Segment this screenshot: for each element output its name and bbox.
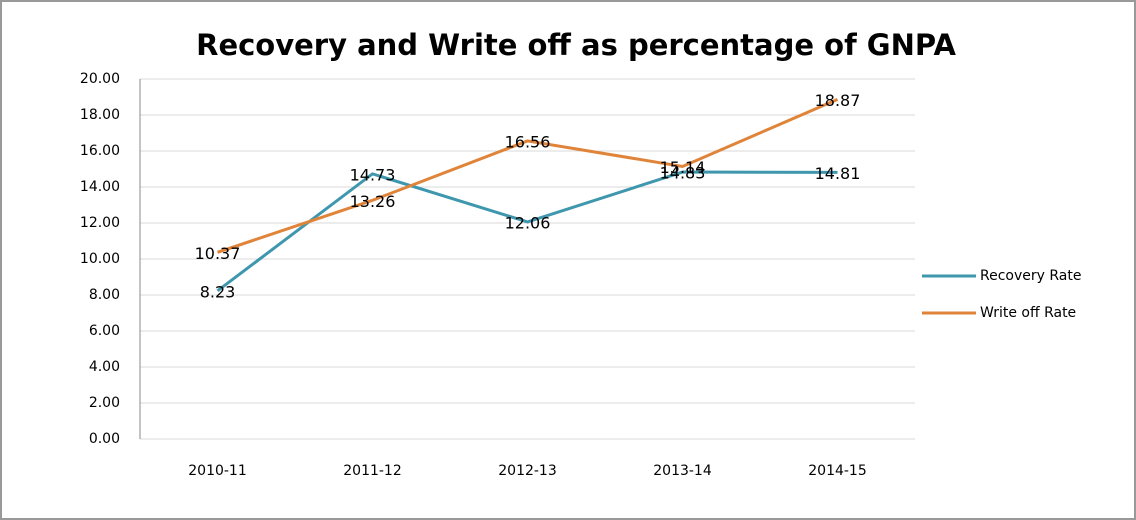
x-tick-label: 2013-14 bbox=[653, 463, 712, 479]
data-label: 14.73 bbox=[350, 165, 396, 184]
y-tick-label: 2.00 bbox=[89, 395, 120, 411]
chart-title: Recovery and Write off as percentage of … bbox=[196, 28, 956, 62]
data-label: 10.37 bbox=[195, 244, 241, 263]
y-tick-label: 16.00 bbox=[80, 143, 120, 159]
y-tick-label: 10.00 bbox=[80, 251, 120, 267]
data-label: 15.14 bbox=[660, 158, 706, 177]
y-tick-label: 8.00 bbox=[89, 287, 120, 303]
y-tick-label: 6.00 bbox=[89, 323, 120, 339]
y-tick-label: 4.00 bbox=[89, 359, 120, 375]
y-tick-label: 0.00 bbox=[89, 431, 120, 447]
series-line bbox=[216, 170, 838, 293]
data-label: 8.23 bbox=[200, 282, 236, 301]
legend-label: Write off Rate bbox=[980, 305, 1076, 321]
x-tick-label: 2011-12 bbox=[343, 463, 402, 479]
y-tick-label: 20.00 bbox=[80, 71, 120, 87]
series-line bbox=[217, 97, 839, 254]
x-tick-label: 2014-15 bbox=[808, 463, 867, 479]
y-tick-label: 14.00 bbox=[80, 179, 120, 195]
data-label: 16.56 bbox=[505, 132, 551, 151]
y-tick-label: 18.00 bbox=[80, 107, 120, 123]
y-tick-label: 12.00 bbox=[80, 215, 120, 231]
x-tick-label: 2012-13 bbox=[498, 463, 557, 479]
data-label: 12.06 bbox=[505, 213, 551, 232]
data-label: 13.26 bbox=[350, 192, 396, 211]
x-tick-label: 2010-11 bbox=[188, 463, 247, 479]
data-label: 18.87 bbox=[815, 91, 861, 110]
legend-label: Recovery Rate bbox=[980, 268, 1081, 284]
data-label: 14.81 bbox=[815, 164, 861, 183]
data-label: 14.83 bbox=[660, 164, 706, 183]
